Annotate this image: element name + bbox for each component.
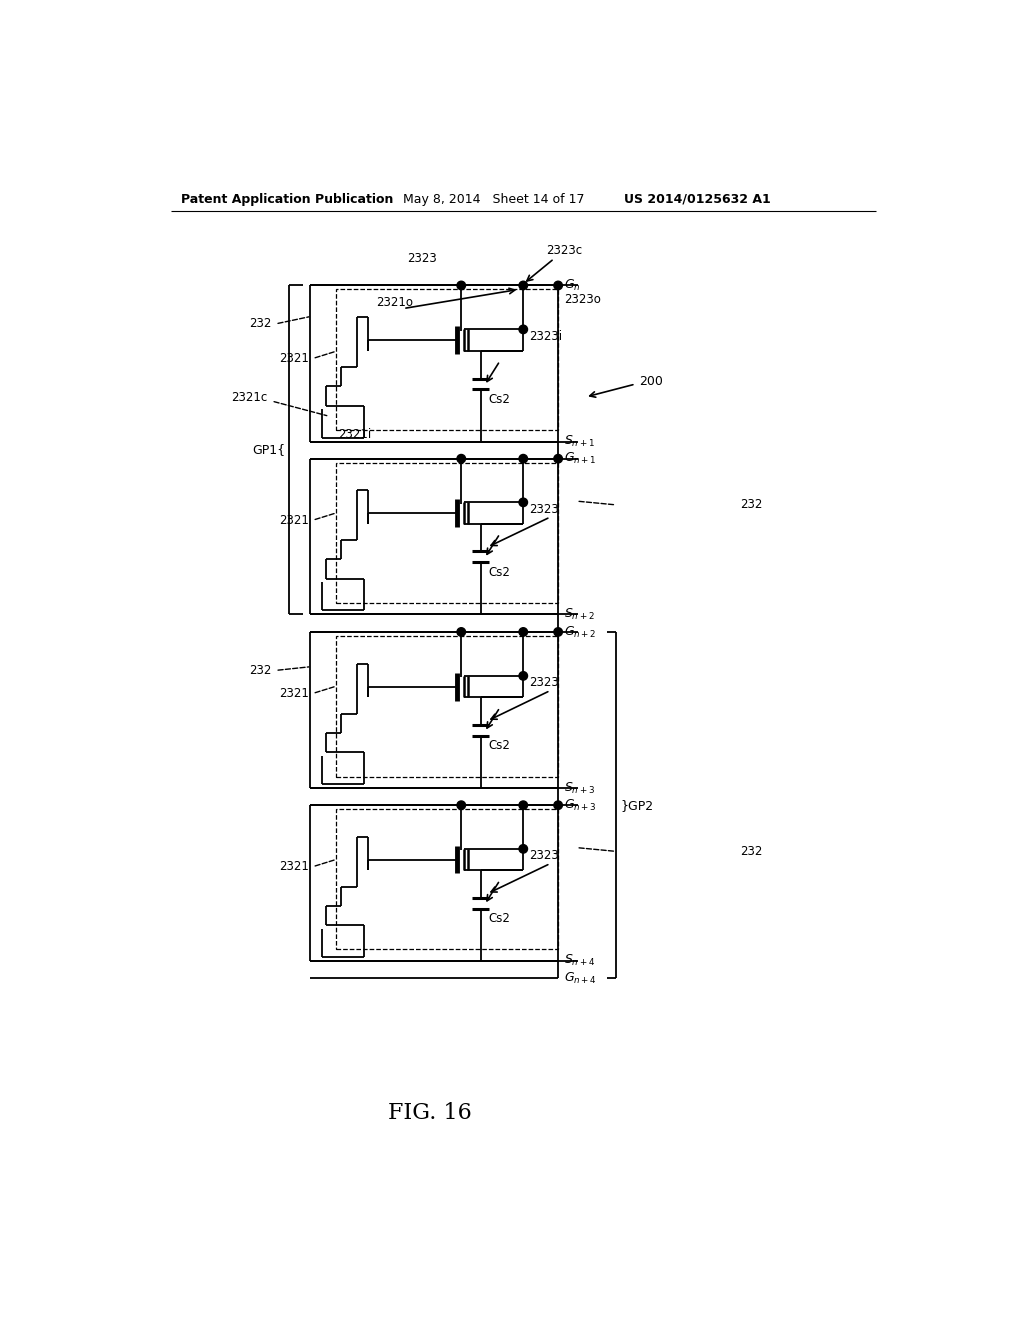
Circle shape bbox=[519, 672, 527, 680]
Text: 2323c: 2323c bbox=[547, 244, 583, 257]
Text: 2321: 2321 bbox=[279, 861, 308, 874]
Text: 2323o: 2323o bbox=[564, 293, 601, 306]
Text: 2323: 2323 bbox=[529, 503, 559, 516]
Text: $S_{n+4}$: $S_{n+4}$ bbox=[564, 953, 596, 969]
Circle shape bbox=[519, 801, 527, 809]
Circle shape bbox=[519, 498, 527, 507]
Text: 2321: 2321 bbox=[279, 352, 308, 366]
Text: May 8, 2014   Sheet 14 of 17: May 8, 2014 Sheet 14 of 17 bbox=[403, 193, 585, 206]
Text: $S_{n+1}$: $S_{n+1}$ bbox=[564, 434, 595, 449]
Circle shape bbox=[519, 845, 527, 853]
Text: 200: 200 bbox=[640, 375, 664, 388]
Text: 232: 232 bbox=[740, 499, 763, 511]
Text: 2321c: 2321c bbox=[231, 391, 267, 404]
Circle shape bbox=[457, 628, 466, 636]
Circle shape bbox=[554, 628, 562, 636]
Circle shape bbox=[457, 801, 466, 809]
Text: 2323: 2323 bbox=[407, 252, 437, 265]
Circle shape bbox=[554, 801, 562, 809]
Text: $S_{n+2}$: $S_{n+2}$ bbox=[564, 607, 595, 622]
Text: 2321o: 2321o bbox=[376, 296, 413, 309]
Circle shape bbox=[519, 454, 527, 463]
Text: 2321: 2321 bbox=[279, 513, 308, 527]
Circle shape bbox=[457, 281, 466, 289]
Text: GP1{: GP1{ bbox=[252, 444, 286, 457]
Bar bbox=[336, 462, 558, 603]
Text: Cs2: Cs2 bbox=[488, 565, 510, 578]
Text: Cs2: Cs2 bbox=[488, 739, 510, 752]
Text: US 2014/0125632 A1: US 2014/0125632 A1 bbox=[624, 193, 771, 206]
Text: }GP2: }GP2 bbox=[621, 799, 653, 812]
Text: 2323: 2323 bbox=[529, 849, 559, 862]
Text: 2323: 2323 bbox=[529, 676, 559, 689]
Text: 232: 232 bbox=[740, 845, 763, 858]
Circle shape bbox=[554, 281, 562, 289]
Text: Patent Application Publication: Patent Application Publication bbox=[180, 193, 393, 206]
Bar bbox=[336, 289, 558, 430]
Circle shape bbox=[519, 325, 527, 334]
Text: $G_{n+2}$: $G_{n+2}$ bbox=[564, 624, 597, 639]
Circle shape bbox=[519, 281, 527, 289]
Text: $S_{n+3}$: $S_{n+3}$ bbox=[564, 780, 595, 796]
Text: Cs2: Cs2 bbox=[488, 912, 510, 925]
Text: Cs2: Cs2 bbox=[488, 393, 510, 405]
Circle shape bbox=[554, 454, 562, 463]
Bar bbox=[336, 809, 558, 949]
Text: 232: 232 bbox=[249, 664, 271, 677]
Text: $G_{n+3}$: $G_{n+3}$ bbox=[564, 797, 597, 813]
Text: 2321: 2321 bbox=[279, 686, 308, 700]
Text: FIG. 16: FIG. 16 bbox=[388, 1102, 472, 1125]
Bar bbox=[336, 636, 558, 776]
Circle shape bbox=[457, 454, 466, 463]
Text: 2321i: 2321i bbox=[338, 428, 372, 441]
Text: 2323i: 2323i bbox=[529, 330, 562, 343]
Circle shape bbox=[519, 628, 527, 636]
Text: $G_{n+1}$: $G_{n+1}$ bbox=[564, 451, 597, 466]
Text: $G_n$: $G_n$ bbox=[564, 279, 581, 293]
Text: $G_{n+4}$: $G_{n+4}$ bbox=[564, 972, 597, 986]
Text: 232: 232 bbox=[249, 317, 271, 330]
